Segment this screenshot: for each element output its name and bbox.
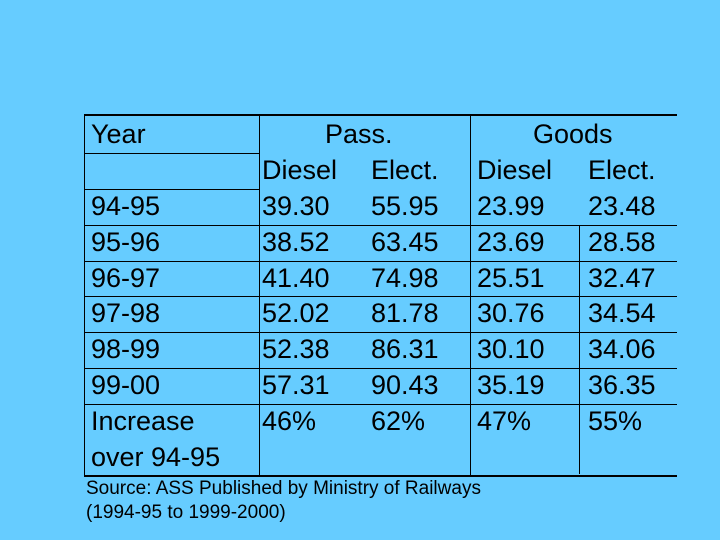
column-divider-pass-goods [470, 116, 471, 475]
row-divider [259, 261, 677, 262]
row-divider [259, 404, 677, 405]
pass-diesel-value: 38.52 [262, 227, 330, 257]
goods-header: Goods [533, 119, 613, 149]
goods-elect-value: 32.47 [588, 263, 656, 293]
row-divider [259, 332, 677, 333]
increase-label-line1: Increase [91, 406, 195, 436]
row-year: 95-96 [91, 227, 161, 257]
source-line-1: Source: ASS Published by Ministry of Rai… [86, 478, 481, 499]
row-divider [259, 368, 677, 369]
pass-elect-header: Elect. [371, 155, 439, 185]
row-year: 98-99 [91, 334, 161, 364]
column-divider-year [259, 116, 260, 475]
pass-elect-value: 63.45 [371, 227, 439, 257]
row-year: 97-98 [91, 298, 161, 328]
goods-diesel-value: 35.19 [477, 370, 545, 400]
pass-diesel-value: 39.30 [262, 191, 330, 221]
pass-elect-value: 74.98 [371, 263, 439, 293]
goods-elect-value: 34.06 [588, 334, 656, 364]
pass-diesel-value: 57.31 [262, 370, 330, 400]
increase-label-line2: over 94-95 [91, 442, 221, 472]
goods-elect-increase: 55% [588, 406, 643, 436]
goods-diesel-value: 25.51 [477, 263, 545, 293]
pass-elect-increase: 62% [371, 406, 426, 436]
row-divider [85, 261, 259, 262]
goods-diesel-increase: 47% [477, 406, 532, 436]
pass-diesel-header: Diesel [262, 155, 338, 185]
goods-elect-value: 34.54 [588, 298, 656, 328]
row-year: 94-95 [91, 191, 161, 221]
row-divider [85, 368, 259, 369]
row-divider [85, 332, 259, 333]
pass-diesel-value: 52.38 [262, 334, 330, 364]
row-divider [259, 296, 677, 297]
goods-diesel-value: 30.76 [477, 298, 545, 328]
railway-cost-table: Year Pass. Goods Diesel Elect. Diesel El… [84, 114, 677, 477]
column-divider-goods-values [579, 225, 580, 474]
row-divider [85, 296, 259, 297]
pass-header: Pass. [325, 119, 393, 149]
source-note: Source: ASS Published by Ministry of Rai… [86, 477, 481, 525]
pass-elect-value: 55.95 [371, 191, 439, 221]
source-line-2: (1994-95 to 1999-2000) [86, 502, 286, 523]
year-header: Year [91, 119, 146, 149]
row-year: 99-00 [91, 370, 161, 400]
pass-diesel-increase: 46% [262, 406, 317, 436]
row-divider [85, 404, 259, 405]
goods-diesel-value: 23.69 [477, 227, 545, 257]
pass-diesel-value: 52.02 [262, 298, 330, 328]
row-divider [259, 225, 677, 226]
goods-diesel-value: 23.99 [477, 191, 545, 221]
pass-diesel-value: 41.40 [262, 263, 330, 293]
goods-elect-value: 36.35 [588, 370, 656, 400]
pass-elect-value: 81.78 [371, 298, 439, 328]
pass-elect-value: 86.31 [371, 334, 439, 364]
goods-diesel-header: Diesel [477, 155, 553, 185]
row-year: 96-97 [91, 263, 161, 293]
goods-elect-value: 23.48 [588, 191, 656, 221]
row-divider [85, 153, 259, 154]
pass-elect-value: 90.43 [371, 370, 439, 400]
goods-elect-value: 28.58 [588, 227, 656, 257]
goods-diesel-value: 30.10 [477, 334, 545, 364]
goods-elect-header: Elect. [588, 155, 656, 185]
row-divider [85, 225, 259, 226]
row-divider [85, 189, 259, 190]
